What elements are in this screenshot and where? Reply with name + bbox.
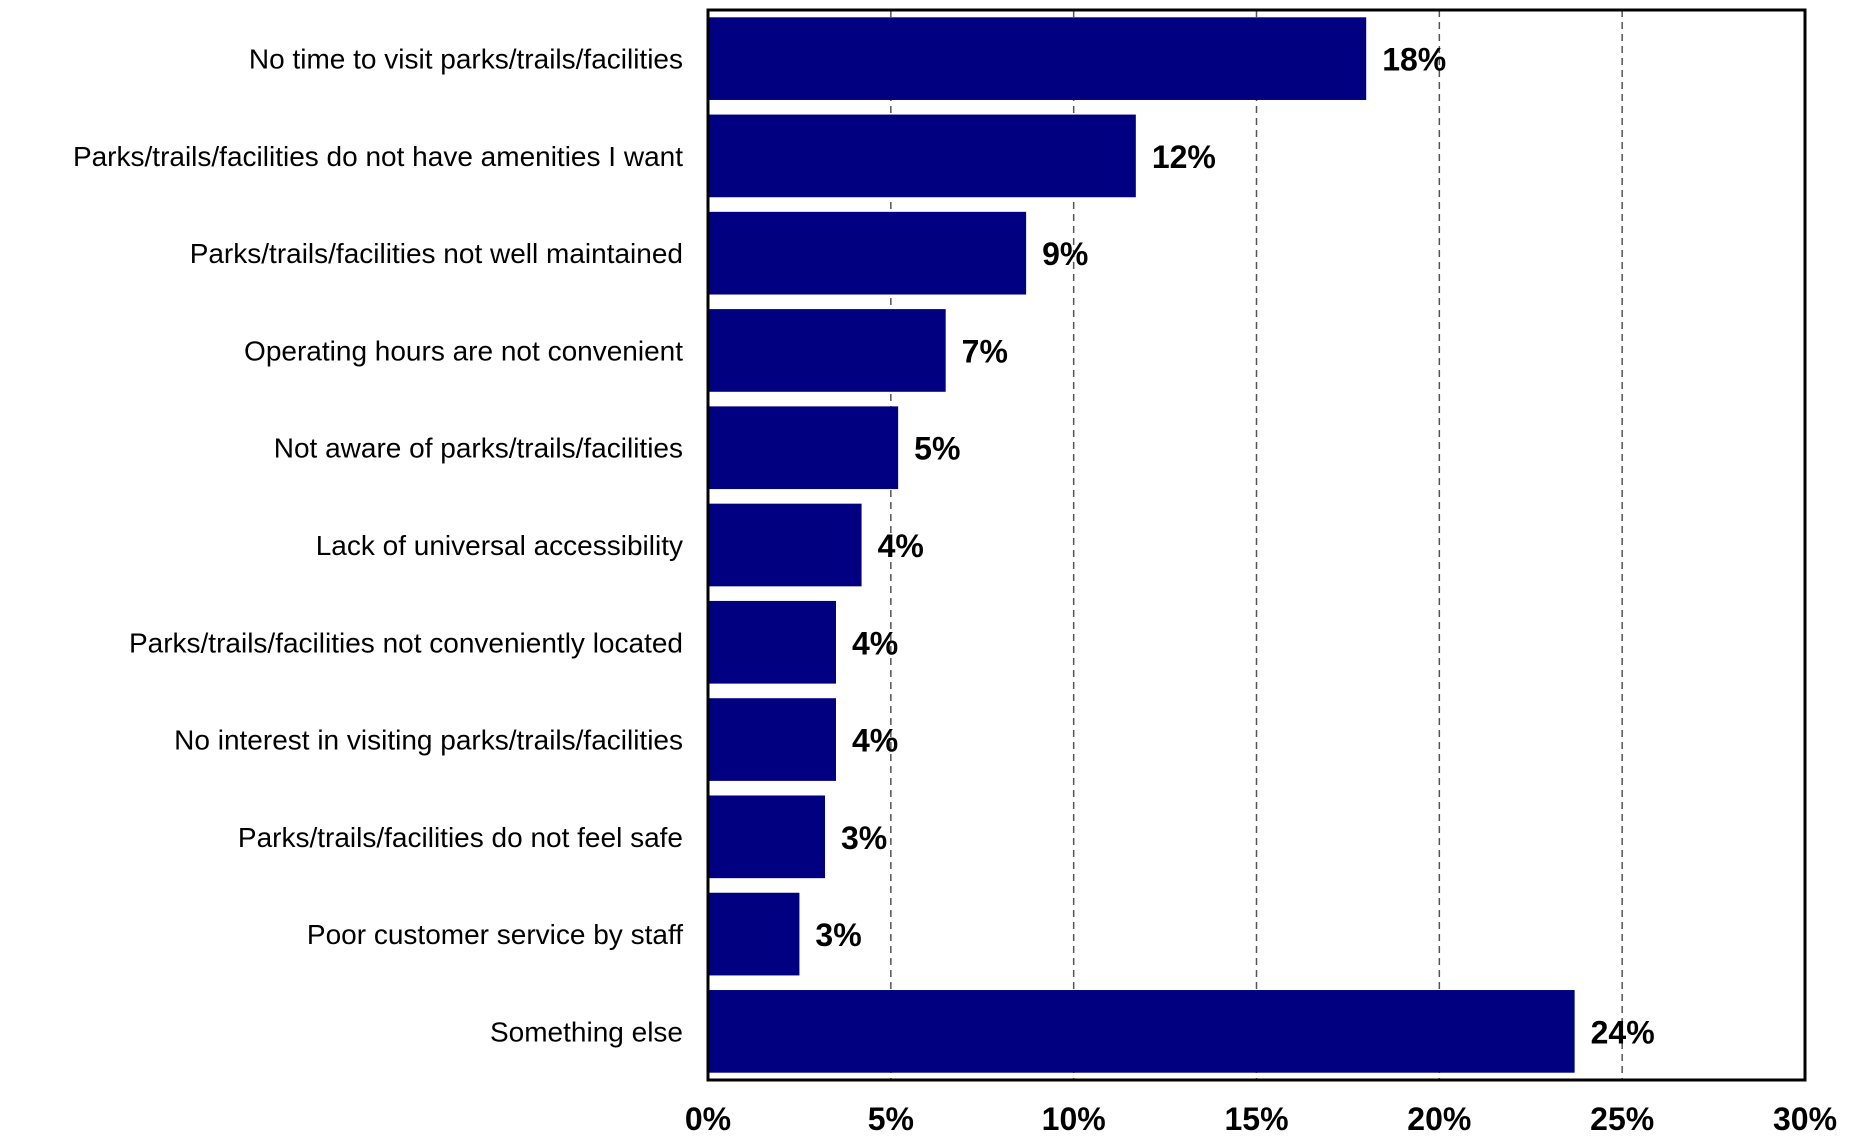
- data-label-6: 4%: [852, 625, 898, 661]
- category-label-1: Parks/trails/facilities do not have amen…: [73, 141, 683, 172]
- bar-0: [708, 17, 1367, 100]
- data-label-8: 3%: [841, 820, 887, 856]
- value-labels: 18% 12% 9% 7% 5% 4% 4% 4% 3% 3% 24%: [815, 42, 1654, 1051]
- data-label-1: 12%: [1152, 139, 1216, 175]
- bar-2: [708, 211, 1027, 295]
- bar-9: [708, 892, 800, 976]
- data-label-4: 5%: [914, 431, 960, 467]
- category-label-5: Lack of universal accessibility: [316, 530, 683, 561]
- category-label-2: Parks/trails/facilities not well maintai…: [190, 238, 683, 269]
- bars: [708, 17, 1575, 1073]
- category-label-0: No time to visit parks/trails/facilities: [249, 44, 683, 75]
- bar-5: [708, 503, 862, 587]
- x-axis-ticks: 0% 5% 10% 15% 20% 25% 30%: [685, 1101, 1837, 1136]
- category-label-4: Not aware of parks/trails/facilities: [274, 433, 683, 464]
- data-label-7: 4%: [852, 723, 898, 759]
- bar-10: [708, 990, 1575, 1073]
- category-label-6: Parks/trails/facilities not conveniently…: [129, 627, 683, 658]
- x-tick-label-6: 30%: [1773, 1101, 1837, 1136]
- x-tick-label-2: 10%: [1042, 1101, 1106, 1136]
- x-tick-label-5: 25%: [1590, 1101, 1654, 1136]
- plot-frame: [706, 8, 1807, 1082]
- category-labels: No time to visit parks/trails/facilities…: [73, 44, 683, 1048]
- data-label-5: 4%: [878, 528, 924, 564]
- data-label-9: 3%: [815, 917, 861, 953]
- category-label-8: Parks/trails/facilities do not feel safe: [238, 822, 683, 853]
- bar-4: [708, 406, 899, 490]
- bar-7: [708, 698, 836, 781]
- category-label-10: Something else: [490, 1016, 683, 1047]
- data-label-10: 24%: [1591, 1014, 1655, 1050]
- bar-3: [708, 309, 946, 392]
- x-tick-label-1: 5%: [868, 1101, 914, 1136]
- bar-1: [708, 114, 1136, 198]
- data-label-3: 7%: [962, 333, 1008, 369]
- category-label-9: Poor customer service by staff: [307, 919, 683, 950]
- x-tick-label-3: 15%: [1224, 1101, 1288, 1136]
- data-label-2: 9%: [1042, 236, 1088, 272]
- category-label-3: Operating hours are not convenient: [244, 335, 683, 366]
- bar-6: [708, 600, 836, 684]
- category-label-7: No interest in visiting parks/trails/fac…: [174, 725, 683, 756]
- x-tick-label-0: 0%: [685, 1101, 731, 1136]
- x-tick-label-4: 20%: [1407, 1101, 1471, 1136]
- gridlines: [890, 10, 1623, 1080]
- bar-8: [708, 795, 826, 879]
- data-label-0: 18%: [1382, 42, 1446, 78]
